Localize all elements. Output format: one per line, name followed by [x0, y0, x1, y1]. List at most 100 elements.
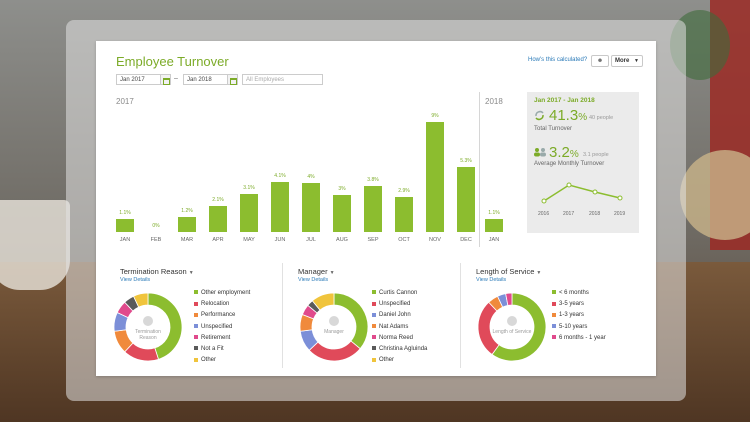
bar-value-label: 1.1% — [119, 209, 131, 216]
service-title-text[interactable]: Length of Service — [476, 267, 535, 276]
donut-center-label: Length of Service — [492, 329, 532, 335]
legend-label: Retirement — [201, 334, 231, 341]
legend-label: Unspecified — [379, 301, 411, 308]
turnover-bar[interactable] — [302, 183, 320, 232]
legend-item[interactable]: Unspecified — [372, 301, 410, 307]
turnover-bar[interactable] — [209, 206, 227, 232]
how-calculated-link[interactable]: How's this calculated? — [528, 57, 588, 63]
termination-donut[interactable] — [108, 287, 188, 367]
background-globe — [680, 150, 750, 240]
donut-slice[interactable] — [505, 292, 513, 306]
user-settings-button[interactable]: ☻ — [591, 55, 609, 67]
bar-value-label: 3.1% — [243, 185, 255, 192]
donut-center-label: Manager — [324, 329, 344, 335]
turnover-bar[interactable] — [395, 196, 413, 232]
month-label: JAN — [119, 237, 131, 243]
employees-filter[interactable]: All Employees — [242, 74, 323, 85]
year-divider — [479, 92, 480, 247]
stats-panel: Jan 2017 - Jan 2018 41.3% 40 people Tota… — [527, 92, 639, 233]
termination-title-text[interactable]: Termination Reason — [120, 267, 187, 276]
more-button[interactable]: More ▼ — [611, 55, 643, 67]
monthly-turnover-label: Average Monthly Turnover — [534, 161, 605, 167]
page-title: Employee Turnover — [116, 54, 229, 69]
start-date-field[interactable]: Jan 2017 — [116, 74, 161, 85]
legend-item[interactable]: Other employment — [194, 290, 250, 296]
month-label: MAR — [180, 237, 194, 243]
bar-value-label: 2.1% — [212, 197, 224, 204]
legend-label: Norma Reed — [379, 334, 414, 341]
termination-view-details[interactable]: View Details — [120, 277, 151, 283]
legend-item[interactable]: Not a Fit — [194, 346, 224, 352]
legend-item[interactable]: < 6 months — [552, 290, 589, 296]
chevron-down-icon[interactable]: ▼ — [536, 270, 542, 276]
turnover-bar[interactable] — [271, 181, 289, 232]
turnover-bar[interactable] — [116, 218, 134, 232]
legend-item[interactable]: Christina Agluinda — [372, 346, 427, 352]
termination-reason-title: Termination Reason ▼ — [120, 267, 194, 276]
people-icon — [534, 148, 546, 157]
turnover-bar[interactable] — [457, 167, 475, 232]
turnover-bar[interactable] — [426, 122, 444, 232]
legend-item[interactable]: Performance — [194, 312, 235, 318]
donut-slice[interactable] — [308, 340, 361, 362]
month-label: JUL — [306, 237, 316, 243]
legend-item[interactable]: Other — [194, 357, 216, 363]
month-label: APR — [212, 237, 224, 243]
legend-swatch — [372, 335, 376, 340]
trend-line-chart — [541, 182, 623, 204]
month-label: JAN — [488, 237, 500, 243]
legend-label: Curtis Cannon — [379, 290, 418, 296]
legend-item[interactable]: Norma Reed — [372, 335, 413, 341]
legend-item[interactable]: Retirement — [194, 335, 230, 341]
end-date-field[interactable]: Jan 2018 — [183, 74, 228, 85]
donut-slice[interactable] — [333, 292, 369, 350]
trend-year: 2017 — [563, 211, 575, 217]
trend-year: 2018 — [589, 211, 601, 217]
donut-slice[interactable] — [491, 292, 547, 362]
donut-slice[interactable] — [311, 292, 335, 311]
bar-value-label: 2.9% — [398, 187, 410, 194]
turnover-bar[interactable] — [485, 218, 503, 232]
calendar-icon[interactable] — [227, 74, 238, 85]
turnover-bar[interactable] — [178, 217, 196, 232]
legend-swatch — [372, 324, 376, 329]
legend-item[interactable]: 1-3 years — [552, 312, 584, 318]
center-icon — [507, 316, 517, 326]
manager-donut[interactable] — [294, 287, 374, 367]
legend-item[interactable]: Daniel John — [372, 312, 411, 318]
center-icon — [143, 316, 153, 326]
total-pct: 41.3 — [549, 107, 579, 124]
turnover-bar[interactable] — [333, 195, 351, 232]
service-view-details[interactable]: View Details — [476, 277, 507, 283]
legend-item[interactable]: Nat Adams — [372, 324, 408, 330]
manager-view-details[interactable]: View Details — [298, 277, 329, 283]
monthly-people: 3.1 people — [583, 152, 609, 158]
bar-value-label: 4% — [307, 174, 315, 181]
legend-label: < 6 months — [559, 290, 589, 296]
date-separator: – — [174, 75, 178, 82]
legend-swatch — [194, 346, 198, 351]
turnover-bar[interactable] — [364, 185, 382, 232]
bar-value-label: 1.1% — [488, 209, 500, 216]
turnover-bar[interactable] — [240, 194, 258, 232]
total-turnover-label: Total Turnover — [534, 126, 573, 132]
legend-label: Nat Adams — [379, 323, 409, 330]
pct-sign: % — [578, 112, 588, 123]
legend-item[interactable]: Other — [372, 357, 394, 363]
bar-value-label: 0% — [152, 223, 160, 229]
legend-item[interactable]: 6 months - 1 year — [552, 335, 606, 341]
donut-slice[interactable] — [132, 292, 149, 308]
service-donut[interactable] — [472, 287, 552, 367]
manager-title-text[interactable]: Manager — [298, 267, 328, 276]
legend-item[interactable]: 3-5 years — [552, 301, 584, 307]
chevron-down-icon[interactable]: ▼ — [188, 270, 194, 276]
legend-item[interactable]: 5-10 years — [552, 324, 587, 330]
year-label-right: 2018 — [485, 97, 503, 106]
calendar-icon[interactable] — [160, 74, 171, 85]
refresh-icon — [535, 110, 544, 121]
bar-value-label: 4.1% — [274, 172, 286, 179]
legend-item[interactable]: Unspecified — [194, 324, 232, 330]
chevron-down-icon[interactable]: ▼ — [329, 270, 335, 276]
legend-item[interactable]: Relocation — [194, 301, 229, 307]
legend-item[interactable]: Curtis Cannon — [372, 290, 417, 296]
